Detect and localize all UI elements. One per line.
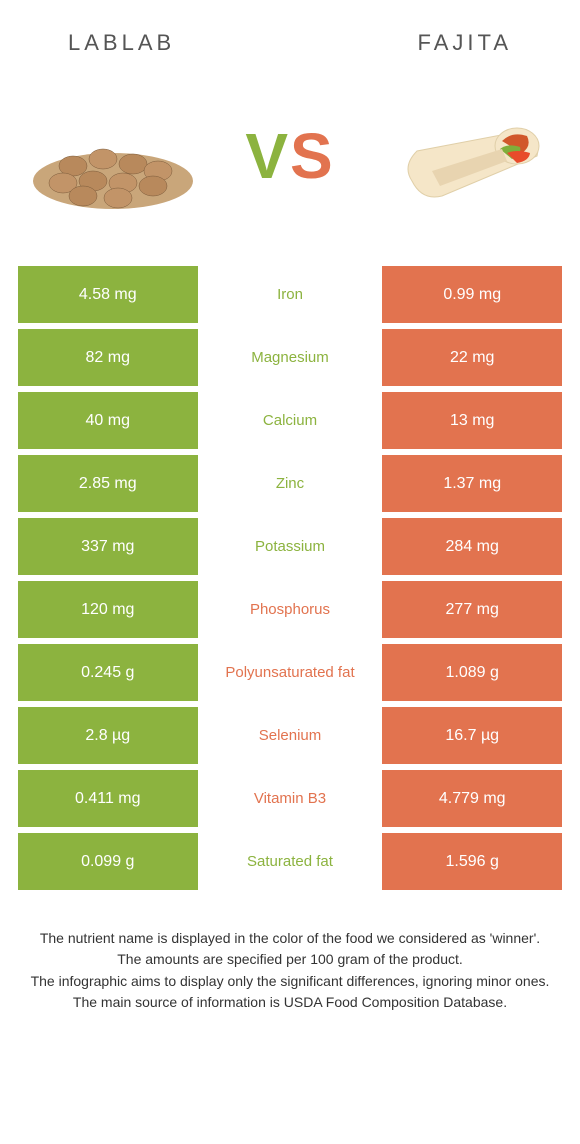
- left-food-title: Lablab: [68, 30, 175, 56]
- nutrient-row: 337 mgPotassium284 mg: [18, 518, 562, 575]
- note-line: The main source of information is USDA F…: [26, 992, 554, 1012]
- left-value: 0.099 g: [18, 833, 198, 890]
- nutrient-row: 120 mgPhosphorus277 mg: [18, 581, 562, 638]
- right-food-image: [382, 96, 552, 216]
- nutrient-row: 82 mgMagnesium22 mg: [18, 329, 562, 386]
- left-value: 40 mg: [18, 392, 198, 449]
- nutrient-table: 4.58 mgIron0.99 mg 82 mgMagnesium22 mg 40 …: [18, 266, 562, 890]
- right-food-title: Fajita: [418, 30, 513, 56]
- right-value: 13 mg: [382, 392, 562, 449]
- left-food-image: [28, 96, 198, 216]
- right-value: 1.596 g: [382, 833, 562, 890]
- left-value: 120 mg: [18, 581, 198, 638]
- nutrient-row: 0.245 gPolyunsaturated fat1.089 g: [18, 644, 562, 701]
- left-value: 2.8 µg: [18, 707, 198, 764]
- right-value: 4.779 mg: [382, 770, 562, 827]
- nutrient-row: 0.099 gSaturated fat1.596 g: [18, 833, 562, 890]
- nutrient-row: 2.85 mgZinc1.37 mg: [18, 455, 562, 512]
- nutrient-name: Saturated fat: [198, 833, 383, 890]
- titles-row: Lablab Fajita: [18, 30, 562, 56]
- lablab-beans-icon: [28, 101, 198, 211]
- vs-label: VS: [245, 119, 334, 193]
- left-value: 337 mg: [18, 518, 198, 575]
- right-value: 284 mg: [382, 518, 562, 575]
- note-line: The infographic aims to display only the…: [26, 971, 554, 991]
- nutrient-name: Selenium: [198, 707, 383, 764]
- hero-row: VS: [18, 86, 562, 226]
- nutrient-name: Vitamin B3: [198, 770, 383, 827]
- left-value: 82 mg: [18, 329, 198, 386]
- left-value: 4.58 mg: [18, 266, 198, 323]
- left-value: 0.245 g: [18, 644, 198, 701]
- left-value: 0.411 mg: [18, 770, 198, 827]
- nutrient-name: Phosphorus: [198, 581, 383, 638]
- nutrient-row: 0.411 mgVitamin B34.779 mg: [18, 770, 562, 827]
- right-value: 277 mg: [382, 581, 562, 638]
- right-value: 16.7 µg: [382, 707, 562, 764]
- nutrient-row: 4.58 mgIron0.99 mg: [18, 266, 562, 323]
- nutrient-name: Magnesium: [198, 329, 383, 386]
- nutrient-row: 40 mgCalcium13 mg: [18, 392, 562, 449]
- footer-notes: The nutrient name is displayed in the co…: [18, 928, 562, 1012]
- note-line: The amounts are specified per 100 gram o…: [26, 949, 554, 969]
- right-value: 22 mg: [382, 329, 562, 386]
- nutrient-name: Potassium: [198, 518, 383, 575]
- nutrient-name: Iron: [198, 266, 383, 323]
- nutrient-row: 2.8 µgSelenium16.7 µg: [18, 707, 562, 764]
- fajita-wrap-icon: [382, 101, 552, 211]
- infographic-container: Lablab Fajita VS: [0, 0, 580, 1012]
- right-value: 1.37 mg: [382, 455, 562, 512]
- note-line: The nutrient name is displayed in the co…: [26, 928, 554, 948]
- left-value: 2.85 mg: [18, 455, 198, 512]
- nutrient-name: Zinc: [198, 455, 383, 512]
- right-value: 1.089 g: [382, 644, 562, 701]
- right-value: 0.99 mg: [382, 266, 562, 323]
- nutrient-name: Calcium: [198, 392, 383, 449]
- nutrient-name: Polyunsaturated fat: [198, 644, 383, 701]
